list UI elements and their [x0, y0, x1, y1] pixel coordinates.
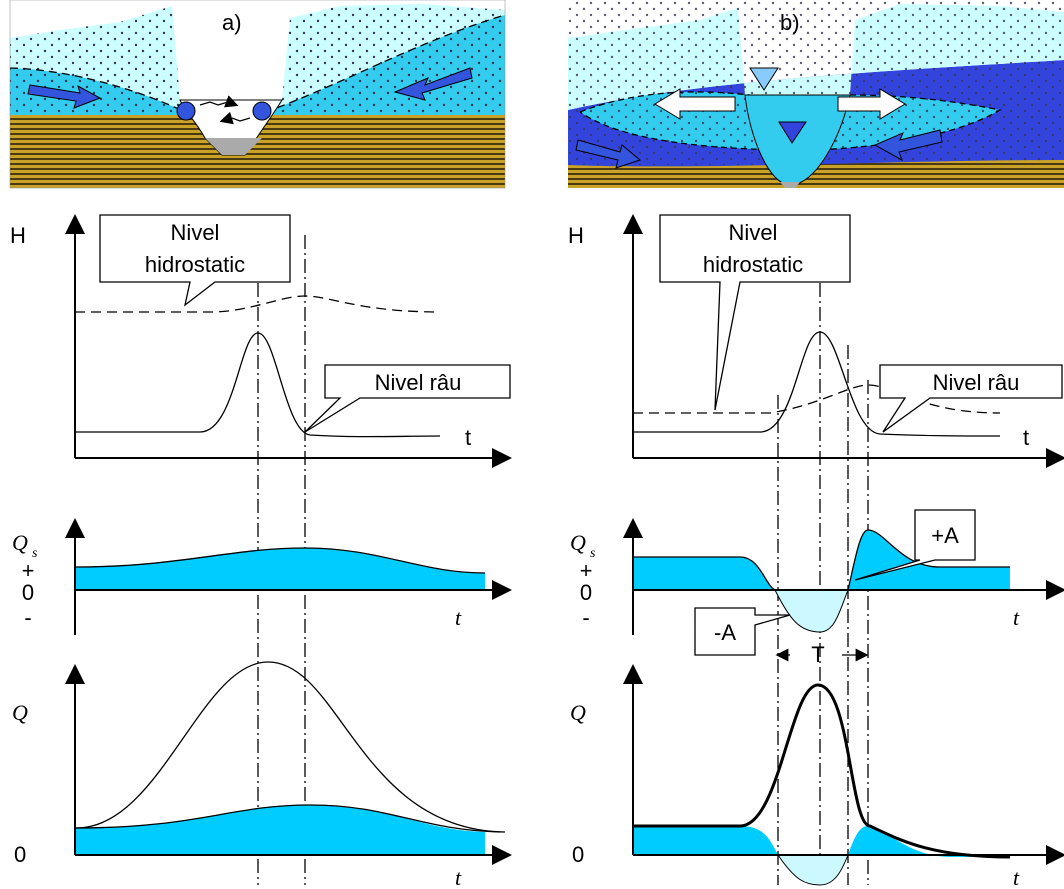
panel-label: a) [222, 10, 242, 35]
callout-text: Nivel [729, 220, 778, 245]
shape [633, 331, 1001, 437]
shape [568, 0, 1064, 165]
section-b [568, 0, 1064, 188]
sign-label: 0 [580, 580, 592, 605]
callout-text: Nivel râu [933, 370, 1020, 395]
axis-label: H [568, 223, 584, 248]
charts-a [65, 214, 512, 885]
rect [9, 0, 506, 189]
axis-label: t [1013, 865, 1020, 889]
shape [74, 661, 506, 833]
callout-text: hidrostatic [703, 252, 803, 277]
panel-label: b) [780, 10, 800, 35]
shape [633, 826, 778, 855]
period-label: T [811, 642, 824, 667]
sign-label: + [580, 558, 593, 583]
shape [848, 826, 1010, 857]
shape [879, 364, 1063, 433]
shape [694, 607, 791, 656]
shape [778, 121, 807, 144]
shape [659, 214, 851, 411]
axis-label: Q [570, 700, 586, 725]
circle [176, 101, 196, 121]
shape [749, 67, 779, 91]
shape [75, 805, 485, 855]
shape [199, 95, 239, 108]
section-a [9, 0, 506, 189]
shape [219, 111, 251, 125]
shape [873, 129, 943, 162]
shape [75, 295, 441, 313]
shape [74, 804, 501, 833]
shape [774, 589, 849, 633]
axis-label: t [455, 605, 462, 630]
axis-label: H [10, 223, 26, 248]
sign-label: - [582, 605, 589, 630]
sign-label: - [24, 605, 31, 630]
axis-subscript: s [32, 546, 38, 561]
shape [74, 547, 486, 574]
axis-label: Q [12, 700, 28, 725]
shape [837, 88, 906, 120]
shape [780, 182, 800, 188]
shape [854, 509, 976, 581]
callout-text: -A [714, 620, 736, 645]
axis-label: 0 [14, 842, 26, 867]
shape [99, 214, 291, 307]
callout-text: hidrostatic [145, 252, 245, 277]
axis-label: Q [570, 530, 586, 555]
shape [75, 332, 441, 438]
shape [205, 138, 262, 155]
callout-text: Nivel râu [375, 370, 462, 395]
axis-label: Q [12, 530, 28, 555]
axis-label: t [455, 865, 462, 889]
shape [633, 557, 775, 590]
shape [633, 683, 1011, 859]
axis-subscript: s [590, 546, 596, 561]
shape [654, 88, 736, 120]
callout-text: Nivel [171, 220, 220, 245]
shape [27, 84, 102, 109]
axis-label: 0 [572, 842, 584, 867]
shape [75, 548, 485, 590]
shape [9, 14, 506, 113]
shape [575, 139, 642, 169]
sign-label: + [22, 558, 35, 583]
shape [777, 854, 849, 886]
sign-label: 0 [22, 580, 34, 605]
axis-label: t [465, 425, 471, 450]
charts-b [623, 214, 1064, 886]
axis-label: t [1023, 425, 1029, 450]
shape [848, 530, 1010, 590]
callout-text: +A [931, 523, 959, 548]
axis-label: t [1013, 605, 1020, 630]
circle [252, 101, 272, 121]
shape [10, 4, 505, 115]
shape [304, 364, 511, 433]
shape [393, 67, 473, 101]
